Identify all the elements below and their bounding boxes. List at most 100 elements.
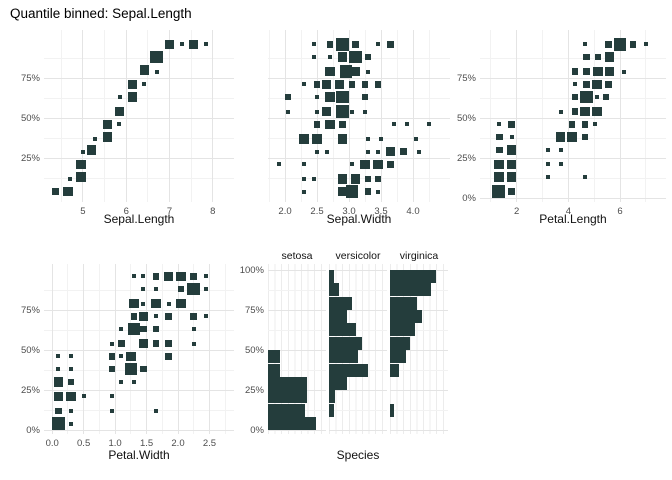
count-tile	[583, 81, 590, 88]
count-tile	[348, 81, 356, 88]
count-tile	[165, 340, 172, 347]
gridline-y-major	[390, 429, 448, 431]
count-tile	[506, 172, 517, 182]
count-tile	[164, 39, 175, 50]
count-tile	[325, 119, 335, 130]
quantile-bar	[329, 282, 339, 296]
gridline-x-major	[51, 264, 53, 434]
count-tile	[583, 53, 590, 61]
gridline-y-major	[480, 197, 666, 199]
gridline-x-major	[567, 30, 569, 202]
gridline-x-minor	[104, 30, 106, 202]
count-tile	[571, 93, 579, 101]
count-tile	[154, 69, 159, 74]
gridline-y-major	[44, 429, 234, 431]
count-tile	[324, 149, 329, 154]
count-tile	[66, 391, 76, 402]
count-tile	[92, 136, 97, 141]
gridline-y-minor	[390, 409, 448, 411]
x-tick-label: 6	[123, 206, 129, 217]
count-tile	[558, 148, 563, 152]
count-tile	[109, 341, 114, 346]
gridline-y-minor	[480, 57, 666, 59]
gridline-x-major	[114, 264, 116, 434]
gridline-x-minor	[428, 30, 430, 202]
gridline-y-minor	[268, 289, 326, 291]
count-tile	[494, 159, 504, 170]
count-tile	[53, 377, 64, 387]
quantile-bar	[390, 364, 400, 378]
facet-strip-setosa: setosa	[281, 250, 313, 262]
count-tile	[545, 175, 550, 180]
quantile-bar	[268, 389, 308, 404]
count-tile	[119, 354, 124, 359]
x-tick-label: 8	[210, 206, 216, 217]
count-tile	[509, 135, 514, 140]
count-tile	[67, 378, 75, 386]
gridline-y-major	[268, 117, 450, 119]
count-tile	[53, 391, 64, 402]
count-tile	[417, 149, 422, 154]
count-tile	[373, 159, 383, 170]
gridline-x-minor	[224, 264, 226, 434]
gridline-y-major	[390, 389, 448, 391]
gridline-x-major	[619, 30, 621, 202]
x-tick-label: 1.0	[108, 438, 122, 449]
count-tile	[629, 41, 637, 48]
quantile-bar	[268, 376, 308, 391]
count-tile	[571, 108, 579, 115]
count-tile	[583, 175, 588, 180]
count-tile	[583, 68, 590, 75]
quantile-bar	[390, 404, 395, 418]
gridline-x-minor	[396, 30, 398, 202]
count-tile	[602, 93, 610, 101]
gridline-y-minor	[268, 369, 326, 371]
count-tile	[109, 394, 114, 399]
gridline-x-minor	[130, 264, 132, 434]
gridline-x-minor	[147, 30, 149, 202]
count-tile	[131, 380, 136, 384]
count-tile	[327, 55, 332, 60]
count-tile	[119, 380, 124, 384]
count-tile	[337, 52, 348, 62]
x-tick-label: 0.5	[77, 438, 91, 449]
count-tile	[191, 341, 196, 346]
count-tile	[334, 79, 345, 90]
count-tile	[337, 134, 348, 144]
y-tick-label: 50%	[20, 112, 40, 124]
count-tile	[571, 68, 579, 75]
count-tile	[572, 82, 577, 87]
count-tile	[52, 188, 59, 195]
count-tile	[364, 175, 372, 183]
count-tile	[311, 55, 316, 60]
gridline-y-major	[268, 269, 326, 271]
count-tile	[604, 52, 615, 62]
quantile-bar	[390, 322, 415, 336]
gridline-y-minor	[329, 289, 387, 291]
count-tile	[379, 136, 383, 141]
count-tile	[336, 38, 349, 51]
count-tile	[152, 273, 160, 280]
count-tile	[117, 95, 122, 100]
x-tick-label: 3.0	[342, 206, 356, 217]
count-tile	[313, 81, 321, 88]
count-tile	[69, 421, 74, 426]
gridline-x-major	[177, 264, 179, 434]
gridline-y-minor	[268, 329, 326, 331]
count-tile	[568, 121, 576, 128]
gridline-x-minor	[60, 30, 62, 202]
count-tile	[276, 162, 281, 167]
count-tile	[118, 340, 125, 347]
count-tile	[581, 121, 589, 128]
count-tile	[311, 176, 316, 181]
count-tile	[385, 146, 396, 157]
count-tile	[187, 282, 200, 296]
count-tile	[131, 274, 136, 279]
count-tile	[605, 41, 612, 48]
count-tile	[604, 66, 615, 77]
y-tick-label: 25%	[244, 384, 264, 396]
quantile-bar	[329, 322, 357, 336]
count-tile	[621, 69, 626, 74]
count-tile	[581, 133, 589, 141]
gridline-y-major	[44, 349, 234, 351]
